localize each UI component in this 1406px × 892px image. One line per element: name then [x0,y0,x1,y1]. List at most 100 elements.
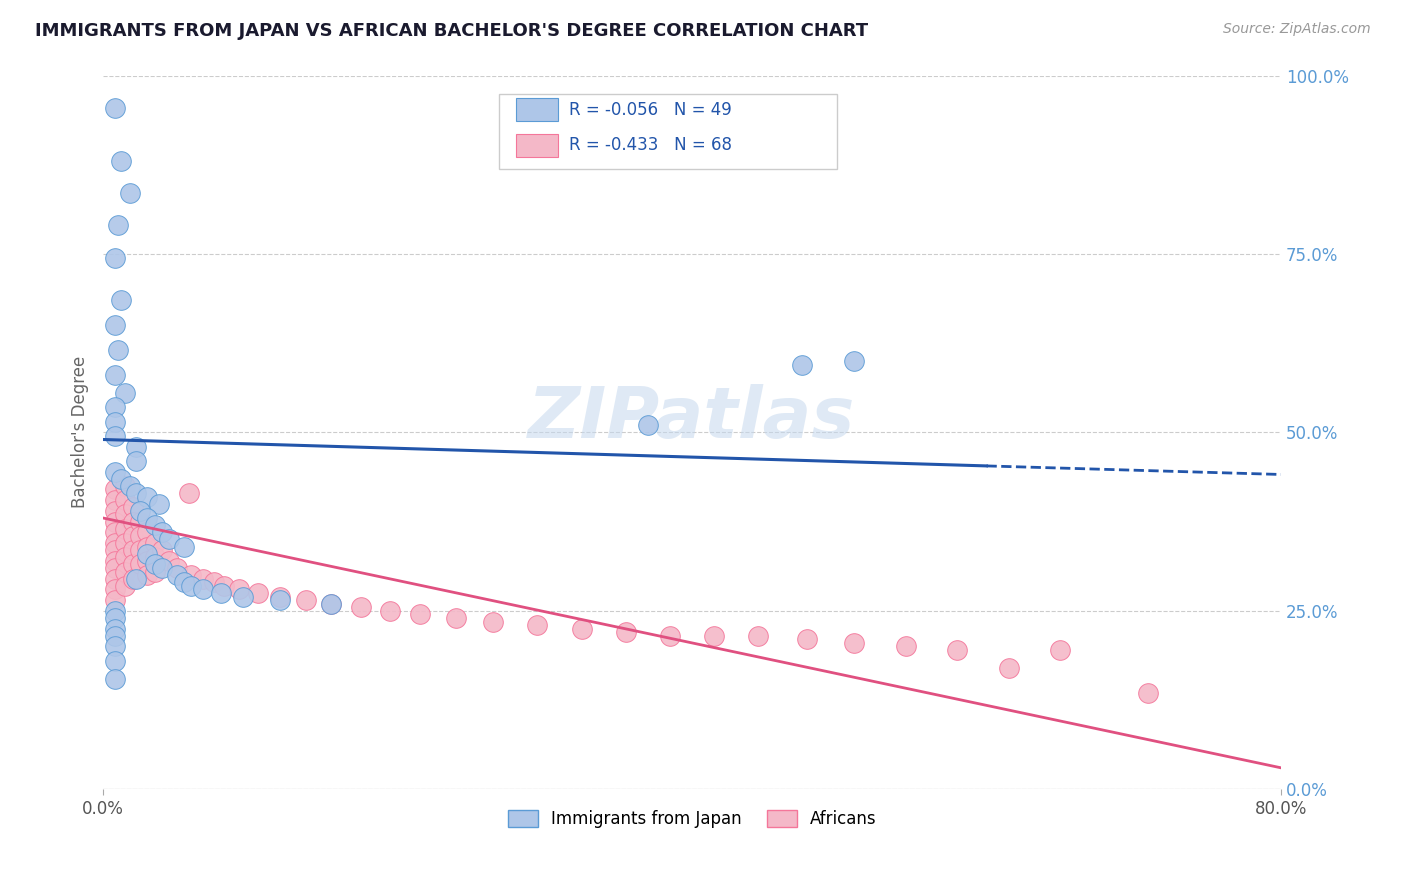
Point [114,565,136,579]
Text: R = -0.056   N = 49: R = -0.056 N = 49 [569,101,733,119]
Text: ZIPatlas: ZIPatlas [529,384,856,452]
Point [842,354,865,368]
Point [104,504,127,518]
Point [104,483,127,497]
Point [118,479,141,493]
Point [129,558,152,572]
Point [842,636,865,650]
Point [104,611,127,625]
Point [104,672,127,686]
Point [228,582,250,597]
Point [526,618,548,632]
Point [121,515,143,529]
Point [143,550,166,565]
Point [129,529,152,543]
Point [104,554,127,568]
Point [136,568,159,582]
Point [121,543,143,558]
Point [166,561,188,575]
Point [136,511,159,525]
Point [637,418,659,433]
Point [104,318,127,333]
Point [894,640,917,654]
Point [143,518,166,533]
Point [212,579,235,593]
Text: Source: ZipAtlas.com: Source: ZipAtlas.com [1223,22,1371,37]
Point [321,597,343,611]
Point [110,472,132,486]
Point [104,543,127,558]
Point [129,543,152,558]
Point [104,561,127,575]
Point [104,593,127,607]
Point [157,554,180,568]
Point [104,622,127,636]
Point [202,575,225,590]
Point [796,632,818,647]
Point [193,582,215,597]
Legend: Immigrants from Japan, Africans: Immigrants from Japan, Africans [501,803,883,834]
Point [143,558,166,572]
Point [792,358,814,372]
Point [269,590,291,604]
Point [150,561,173,575]
Point [1049,643,1071,657]
Y-axis label: Bachelor's Degree: Bachelor's Degree [72,356,89,508]
Point [129,515,152,529]
Point [104,101,127,115]
Point [129,504,152,518]
Point [180,568,202,582]
Point [104,465,127,479]
Point [107,343,129,358]
Point [104,525,127,540]
Point [104,493,127,508]
Point [136,554,159,568]
Point [136,490,159,504]
Point [104,415,127,429]
Point [143,536,166,550]
Point [177,486,200,500]
Point [110,293,132,308]
Point [136,525,159,540]
Point [269,593,291,607]
Point [104,582,127,597]
Text: R = -0.433   N = 68: R = -0.433 N = 68 [569,136,733,154]
Point [1137,686,1160,700]
Point [121,558,143,572]
Point [148,497,170,511]
Point [180,579,202,593]
Point [124,572,146,586]
Point [246,586,269,600]
Point [104,572,127,586]
Point [104,629,127,643]
Point [110,154,132,169]
Point [121,572,143,586]
Point [124,454,146,468]
Point [104,640,127,654]
Point [193,572,215,586]
Point [408,607,430,622]
Point [124,486,146,500]
Point [104,368,127,383]
Point [114,479,136,493]
Point [114,550,136,565]
Point [157,533,180,547]
Point [166,568,188,582]
Point [136,540,159,554]
Point [114,508,136,522]
Point [104,604,127,618]
Point [136,547,159,561]
Point [321,597,343,611]
Point [114,493,136,508]
Point [114,579,136,593]
Point [104,401,127,415]
Point [121,500,143,515]
Point [150,525,173,540]
Point [482,615,505,629]
Point [118,186,141,201]
Point [747,629,769,643]
Point [209,586,232,600]
Point [446,611,468,625]
Point [571,622,593,636]
Point [997,661,1019,675]
